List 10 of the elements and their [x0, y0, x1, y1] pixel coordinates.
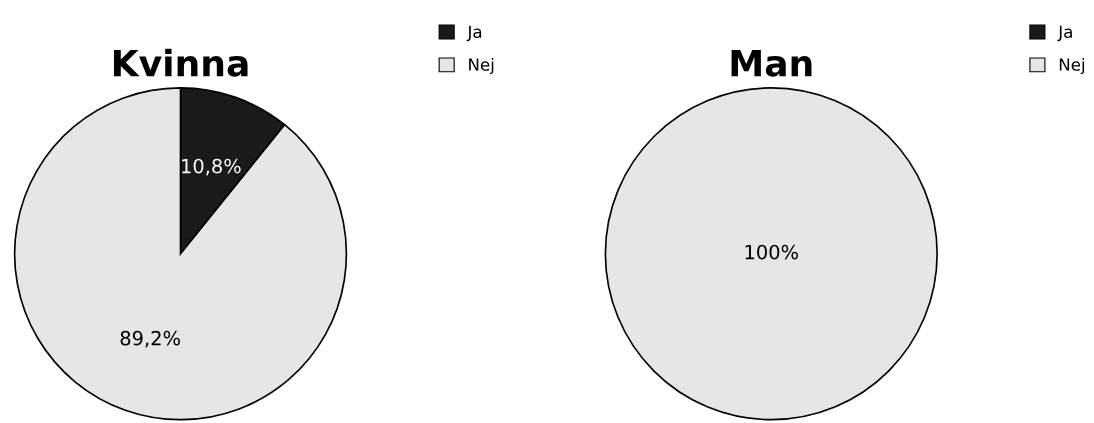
data-label: 10,8%: [182, 158, 241, 176]
data-label: 100%: [745, 244, 798, 260]
legend-label: Ja: [1057, 25, 1072, 42]
legend-label: Nej: [1059, 57, 1085, 75]
legend-label: Nej: [469, 57, 494, 75]
data-label: 89,2%: [120, 330, 180, 348]
pie-slice: [13, 87, 348, 421]
legend-label: Ja: [466, 25, 482, 42]
text: Kvinna: [113, 48, 248, 77]
text: Man: [731, 49, 812, 77]
